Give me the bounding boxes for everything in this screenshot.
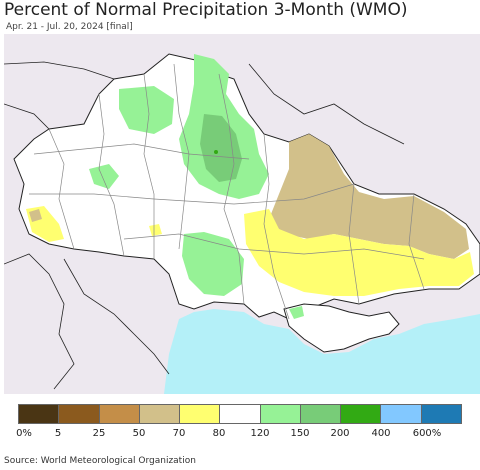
map-title: Percent of Normal Precipitation 3-Month … <box>4 0 408 20</box>
darkgreen-area-north <box>200 114 242 182</box>
map-subtitle: Apr. 21 - Jul. 20, 2024 [final] <box>6 22 133 32</box>
legend-label-9: 400 <box>371 428 391 439</box>
legend-swatch-10 <box>421 405 461 423</box>
green-area-crimea <box>289 306 304 319</box>
yellow-area-east <box>244 209 474 296</box>
source-credit: Source: World Meteorological Organizatio… <box>4 456 196 466</box>
map-svg <box>4 34 480 394</box>
crimea-land <box>283 303 400 353</box>
precipitation-map <box>4 34 480 394</box>
legend-color-bar <box>18 404 462 424</box>
legend-swatch-1 <box>59 405 100 423</box>
legend-label-8: 200 <box>330 428 350 439</box>
legend-label-3: 50 <box>132 428 146 439</box>
legend-labels: 0% 5 25 50 70 80 120 150 200 400 600% <box>0 428 480 442</box>
legend-swatch-4 <box>180 405 221 423</box>
legend-swatch-8 <box>341 405 382 423</box>
black-sea <box>164 309 480 394</box>
legend-swatch-7 <box>300 405 342 423</box>
legend-label-10: 600% <box>412 428 442 439</box>
oblast-borders <box>29 63 425 320</box>
legend-swatch-2 <box>99 405 140 423</box>
legend-label-1: 5 <box>54 428 62 439</box>
legend-label-5: 80 <box>212 428 226 439</box>
legend-swatch-0 <box>19 405 60 423</box>
neighbor-borders <box>4 61 405 390</box>
tan-area-west <box>29 209 42 222</box>
green-area-northwest <box>119 86 174 134</box>
legend-label-7: 150 <box>290 428 310 439</box>
green-spot <box>214 150 218 154</box>
legend-label-0: 0% <box>16 428 32 439</box>
legend-label-2: 25 <box>92 428 106 439</box>
legend-label-6: 120 <box>250 428 270 439</box>
green-area-west <box>89 164 119 189</box>
green-area-south <box>182 232 244 296</box>
legend-swatch-6 <box>260 405 301 423</box>
legend-label-4: 70 <box>172 428 186 439</box>
legend-swatch-3 <box>139 405 181 423</box>
legend-swatch-5 <box>220 405 261 423</box>
yellow-area-center <box>149 224 162 236</box>
tan-area-east <box>269 134 469 259</box>
legend-swatch-9 <box>381 405 422 423</box>
